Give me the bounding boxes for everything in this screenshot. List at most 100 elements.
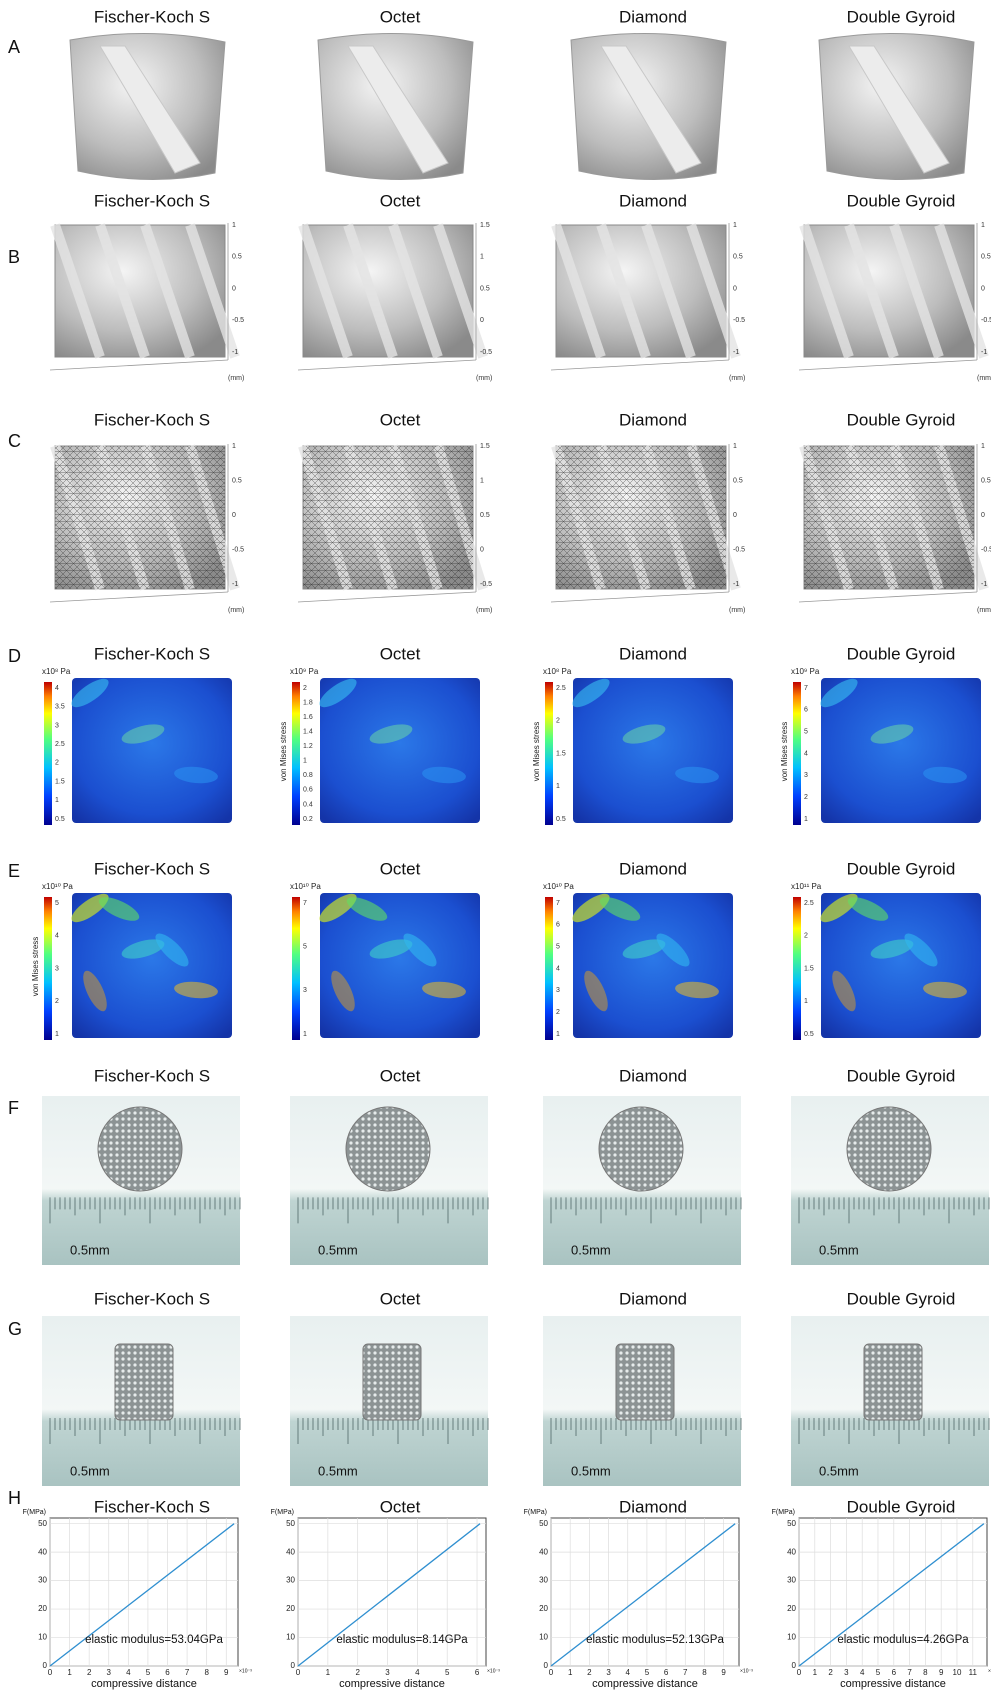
panel-label: H bbox=[8, 1488, 21, 1508]
x-tick-label: 7 bbox=[185, 1668, 190, 1677]
axis-unit: (mm) bbox=[228, 607, 244, 614]
y-tick-label: 30 bbox=[286, 1576, 295, 1585]
scale-label: 0.5mm bbox=[571, 1242, 611, 1257]
column-title: Double Gyroid bbox=[847, 644, 956, 663]
colorbar-tick: 5 bbox=[804, 729, 808, 736]
axis-line bbox=[799, 360, 977, 370]
colorbar-tick: 2 bbox=[55, 760, 59, 767]
axis-tick-label: -1 bbox=[733, 581, 739, 588]
x-tick-label: 2 bbox=[587, 1668, 592, 1677]
axis-line bbox=[50, 592, 228, 602]
axis-tick-label: 1.5 bbox=[480, 443, 490, 450]
axis-tick-label: 1 bbox=[232, 443, 236, 450]
column-title: Octet bbox=[380, 1289, 421, 1308]
x-tick-label: 9 bbox=[721, 1668, 726, 1677]
column-title: Fischer-Koch S bbox=[94, 1066, 210, 1085]
colorbar-tick: 0.8 bbox=[303, 772, 313, 779]
axis-tick-label: -0.5 bbox=[733, 546, 745, 553]
colorbar-tick: 1 bbox=[303, 758, 307, 765]
x-tick-label: 4 bbox=[626, 1668, 631, 1677]
y-tick-label: 20 bbox=[539, 1604, 548, 1613]
x-tick-label: 1 bbox=[813, 1668, 818, 1677]
axis-unit: (mm) bbox=[729, 375, 745, 382]
axis-line bbox=[50, 360, 228, 370]
axis-tick-label: -1 bbox=[733, 349, 739, 356]
panel-label: E bbox=[8, 861, 20, 881]
x-axis-label: compressive distance bbox=[339, 1678, 445, 1690]
axis-tick-label: 0.5 bbox=[232, 254, 242, 261]
colorbar-tick: 0.5 bbox=[55, 816, 65, 823]
colorbar-tick: 3 bbox=[804, 772, 808, 779]
column-title: Fischer-Koch S bbox=[94, 7, 210, 26]
axis-tick-label: 0 bbox=[981, 285, 985, 292]
colorbar-tick: 7 bbox=[804, 685, 808, 692]
colorbar-unit: x10⁹ Pa bbox=[290, 667, 319, 676]
colorbar-unit: x10⁸ Pa bbox=[42, 667, 71, 676]
panel-label: D bbox=[8, 646, 21, 666]
annotation: elastic modulus=52.13GPa bbox=[586, 1634, 724, 1646]
sample bbox=[864, 1344, 922, 1420]
axis-line bbox=[799, 592, 977, 602]
sample bbox=[115, 1344, 173, 1420]
y-axis-label: F(MPa) bbox=[524, 1509, 547, 1516]
mesh-overlay bbox=[804, 446, 974, 589]
x-tick-label: 0 bbox=[549, 1668, 554, 1677]
colorbar bbox=[44, 682, 52, 825]
colorbar-tick: 2.5 bbox=[55, 741, 65, 748]
axis-line bbox=[551, 592, 729, 602]
x-tick-label: 3 bbox=[107, 1668, 112, 1677]
y-tick-label: 20 bbox=[787, 1604, 796, 1613]
x-tick-label: 6 bbox=[165, 1668, 170, 1677]
colorbar-tick: 2 bbox=[303, 685, 307, 692]
axis-tick-label: 0.5 bbox=[981, 477, 991, 484]
axis-tick-label: 1 bbox=[480, 254, 484, 261]
mesh-overlay bbox=[303, 446, 473, 589]
colorbar-tick: 7 bbox=[303, 900, 307, 907]
colorbar-tick: 5 bbox=[556, 944, 560, 951]
axis-tick-label: 0 bbox=[232, 285, 236, 292]
x-tick-label: 8 bbox=[923, 1668, 928, 1677]
axis-tick-label: 1 bbox=[232, 222, 236, 229]
axis-tick-label: -0.5 bbox=[232, 546, 244, 553]
x-exponent: ×10⁻³ bbox=[487, 1668, 500, 1674]
axis-tick-label: -0.5 bbox=[232, 317, 244, 324]
y-axis-label: F(MPa) bbox=[772, 1509, 795, 1516]
x-tick-label: 5 bbox=[876, 1668, 881, 1677]
annotation: elastic modulus=53.04GPa bbox=[85, 1634, 223, 1646]
x-exponent: ×10⁻³ bbox=[239, 1668, 252, 1674]
axis-line bbox=[298, 592, 476, 602]
column-title: Fischer-Koch S bbox=[94, 191, 210, 210]
scale-label: 0.5mm bbox=[70, 1242, 110, 1257]
column-title: Octet bbox=[380, 644, 421, 663]
x-tick-label: 0 bbox=[797, 1668, 802, 1677]
y-axis-label: F(MPa) bbox=[23, 1509, 46, 1516]
axis-tick-label: 0 bbox=[480, 317, 484, 324]
x-tick-label: 7 bbox=[683, 1668, 688, 1677]
column-title: Fischer-Koch S bbox=[94, 859, 210, 878]
x-tick-label: 1 bbox=[67, 1668, 72, 1677]
y-tick-label: 40 bbox=[539, 1547, 548, 1556]
colorbar-tick: 1 bbox=[804, 816, 808, 823]
column-title: Octet bbox=[380, 410, 421, 429]
y-tick-label: 30 bbox=[539, 1576, 548, 1585]
axis-tick-label: 0 bbox=[232, 512, 236, 519]
axis-tick-label: -1 bbox=[981, 349, 987, 356]
scale-label: 0.5mm bbox=[819, 1463, 859, 1478]
column-title: Diamond bbox=[619, 7, 687, 26]
colorbar-tick: 7 bbox=[556, 900, 560, 907]
colorbar-tick: 4 bbox=[556, 965, 560, 972]
colorbar-tick: 1.2 bbox=[303, 743, 313, 750]
colorbar-tick: 1 bbox=[55, 1031, 59, 1038]
axis-tick-label: -1 bbox=[232, 349, 238, 356]
x-axis-label: compressive distance bbox=[592, 1678, 698, 1690]
colorbar bbox=[292, 682, 300, 825]
chart-title: Double Gyroid bbox=[847, 1497, 956, 1516]
y-tick-label: 20 bbox=[286, 1604, 295, 1613]
scale-label: 0.5mm bbox=[571, 1463, 611, 1478]
colorbar-tick: 1.6 bbox=[303, 714, 313, 721]
colorbar bbox=[545, 682, 553, 825]
panel-label: F bbox=[8, 1098, 19, 1118]
structure-render bbox=[821, 678, 981, 823]
colorbar-tick: 6 bbox=[804, 707, 808, 714]
colorbar-tick: 2 bbox=[804, 794, 808, 801]
